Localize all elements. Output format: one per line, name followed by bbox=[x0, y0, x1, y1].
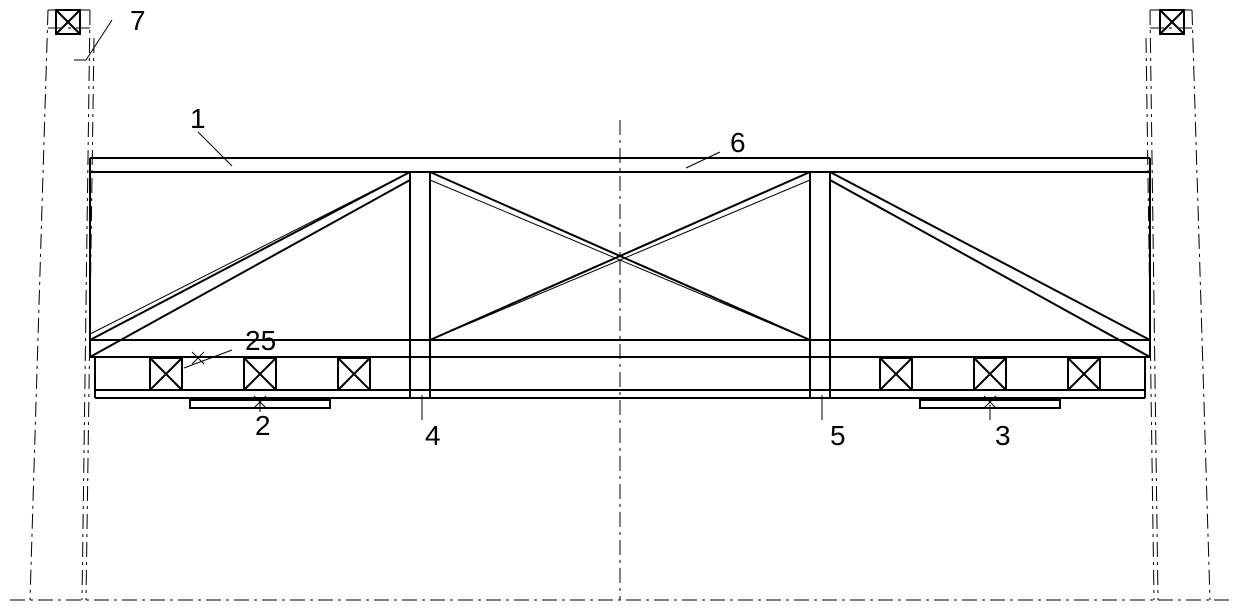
callout-label-1: 1 bbox=[190, 103, 206, 134]
callout-label-5: 5 bbox=[830, 420, 846, 451]
leader-line bbox=[686, 152, 720, 168]
callout-label-4: 4 bbox=[425, 420, 441, 451]
callout-label-6: 6 bbox=[730, 127, 746, 158]
leader-line bbox=[198, 132, 232, 166]
leader-line bbox=[184, 350, 232, 368]
callout-label-3: 3 bbox=[995, 420, 1011, 451]
callout-label-7: 7 bbox=[130, 5, 146, 36]
truss-elevation-diagram: 716252453 bbox=[0, 0, 1240, 610]
callout-label-2: 2 bbox=[255, 410, 271, 441]
callout-label-25: 25 bbox=[245, 325, 276, 356]
